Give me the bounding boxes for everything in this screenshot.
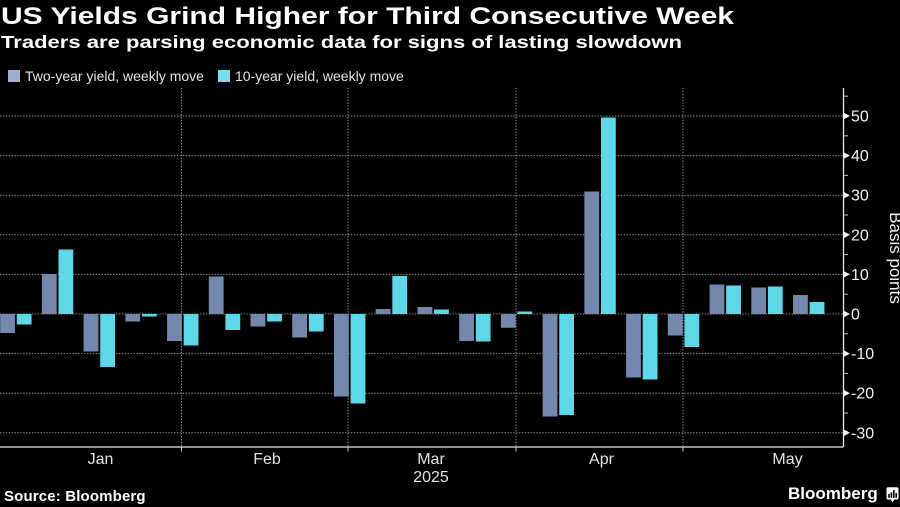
svg-text:20: 20 (851, 227, 869, 244)
svg-text:-20: -20 (851, 386, 874, 403)
svg-text:10: 10 (851, 267, 869, 284)
svg-text:-30: -30 (851, 425, 874, 442)
svg-text:0: 0 (851, 307, 860, 324)
svg-text:May: May (772, 451, 802, 468)
svg-text:50: 50 (851, 109, 869, 126)
svg-text:-10: -10 (851, 346, 874, 363)
svg-text:Mar: Mar (417, 451, 445, 468)
svg-text:Jan: Jan (88, 451, 114, 468)
svg-text:Basis points: Basis points (886, 212, 900, 304)
svg-text:30: 30 (851, 188, 869, 205)
svg-text:Feb: Feb (253, 451, 281, 468)
svg-text:2025: 2025 (413, 469, 449, 486)
svg-text:Apr: Apr (589, 451, 615, 468)
svg-text:40: 40 (851, 148, 869, 165)
